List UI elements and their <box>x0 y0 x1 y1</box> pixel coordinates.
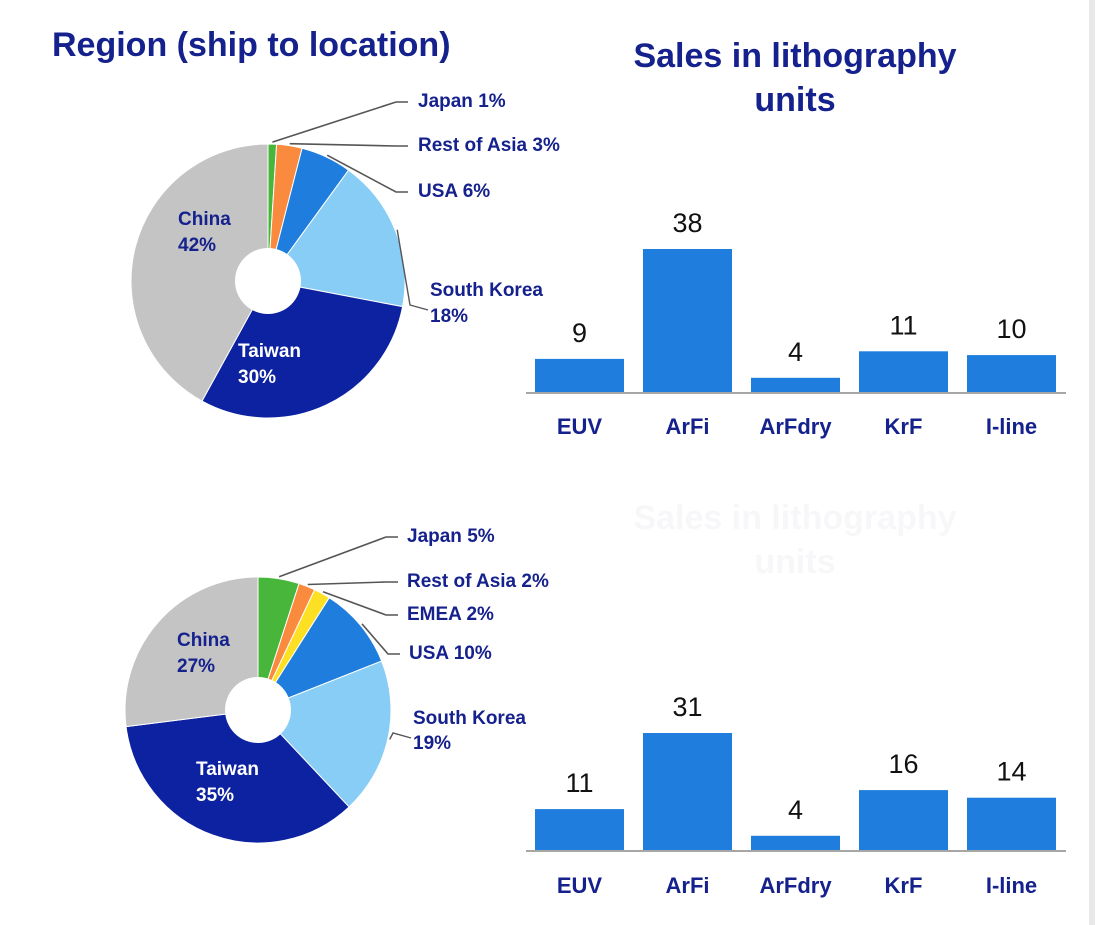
pie2-label-emea: EMEA 2% <box>407 604 494 625</box>
bar1-value-euv: 9 <box>572 318 587 348</box>
pie2-slice-china <box>124 576 259 728</box>
pie1-slice-south-korea <box>267 169 406 308</box>
pie1-label-taiwan: Taiwan <box>238 341 301 362</box>
pie1-label-usa: USA 6% <box>418 181 490 202</box>
right-edge-bar <box>1089 0 1095 925</box>
pie2-leader-japan <box>278 536 398 578</box>
pie2-slice-usa <box>256 597 383 712</box>
sales-title-line1: Sales in lithography <box>633 37 957 75</box>
pie1-leader-rest-of-asia <box>289 142 408 147</box>
bar2-category-i-line: I-line <box>986 873 1037 898</box>
pie2-pct-china: 27% <box>177 656 215 677</box>
bar2-i-line <box>967 797 1056 851</box>
pie2-pct-taiwan: 35% <box>196 785 234 806</box>
bar2-value-arfi: 31 <box>672 692 702 722</box>
bar1-value-krf: 11 <box>889 310 917 340</box>
sales-chart-title-faded: Sales in lithography units <box>600 496 990 584</box>
bar2-category-krf: KrF <box>885 873 923 898</box>
pie2-hole <box>225 677 291 743</box>
pie2-leader-south-korea <box>389 732 412 740</box>
bar1-arfdry <box>751 377 840 393</box>
pie2-label-south-korea: South Korea <box>413 708 526 729</box>
sales-chart-title: Sales in lithography units <box>600 34 990 122</box>
pie1-leader-usa <box>326 154 408 193</box>
pie1-pct-south-korea: 18% <box>430 306 468 327</box>
faded-title-line2: units <box>754 543 836 581</box>
bar2-arfdry <box>751 835 840 851</box>
bar1-value-arfdry: 4 <box>788 337 803 367</box>
pie2-label-rest-of-asia: Rest of Asia 2% <box>407 571 549 592</box>
pie2-slice-taiwan <box>125 709 350 844</box>
bar1-i-line <box>967 355 1056 393</box>
pie1-leader-south-korea <box>396 229 429 311</box>
pie1-leader-japan <box>272 101 408 143</box>
bar1-euv <box>535 358 624 393</box>
region-chart-title: Region (ship to location) <box>52 26 451 64</box>
pie1-pct-china: 42% <box>178 235 216 256</box>
pie2-slice-south-korea <box>257 660 392 808</box>
bar1-category-euv: EUV <box>557 414 603 439</box>
sales-title-line2: units <box>754 81 836 119</box>
bar2-krf <box>859 790 948 851</box>
pie1-label-rest-of-asia: Rest of Asia 3% <box>418 135 560 156</box>
pie1-pct-taiwan: 30% <box>238 367 276 388</box>
bar1-category-arfi: ArFi <box>666 414 710 439</box>
pie2-label-usa: USA 10% <box>409 643 492 664</box>
bar2-euv <box>535 809 624 851</box>
bar1-krf <box>859 351 948 393</box>
bar1-value-i-line: 10 <box>996 314 1026 344</box>
pie2-leader-usa <box>361 623 400 655</box>
bar2-category-arfi: ArFi <box>666 873 710 898</box>
bar1-category-i-line: I-line <box>986 414 1037 439</box>
pie2-label-taiwan: Taiwan <box>196 759 259 780</box>
pie1-slice-china <box>130 143 269 402</box>
pie1-label-south-korea: South Korea <box>430 280 543 301</box>
faded-title-line1: Sales in lithography <box>633 499 957 537</box>
bar1-arfi <box>643 249 732 393</box>
pie2-leader-emea <box>322 590 398 616</box>
bar1-category-krf: KrF <box>885 414 923 439</box>
bar2-value-krf: 16 <box>888 749 918 779</box>
bar1-category-arfdry: ArFdry <box>759 414 832 439</box>
pie2-pct-south-korea: 19% <box>413 733 451 754</box>
pie1-label-china: China <box>178 209 231 230</box>
bar1-value-arfi: 38 <box>672 208 702 238</box>
pie1-slice-taiwan <box>201 280 404 419</box>
bar2-category-euv: EUV <box>557 873 603 898</box>
pie1-label-japan: Japan 1% <box>418 91 506 112</box>
pie2-label-japan: Japan 5% <box>407 526 495 547</box>
pie2-label-china: China <box>177 630 230 651</box>
bar2-value-euv: 11 <box>565 768 593 798</box>
bar2-category-arfdry: ArFdry <box>759 873 832 898</box>
pie1-hole <box>235 248 301 314</box>
bar2-value-arfdry: 4 <box>788 795 803 825</box>
bar2-arfi <box>643 733 732 851</box>
bar2-value-i-line: 14 <box>996 757 1026 787</box>
pie2-leader-rest-of-asia <box>307 581 398 586</box>
